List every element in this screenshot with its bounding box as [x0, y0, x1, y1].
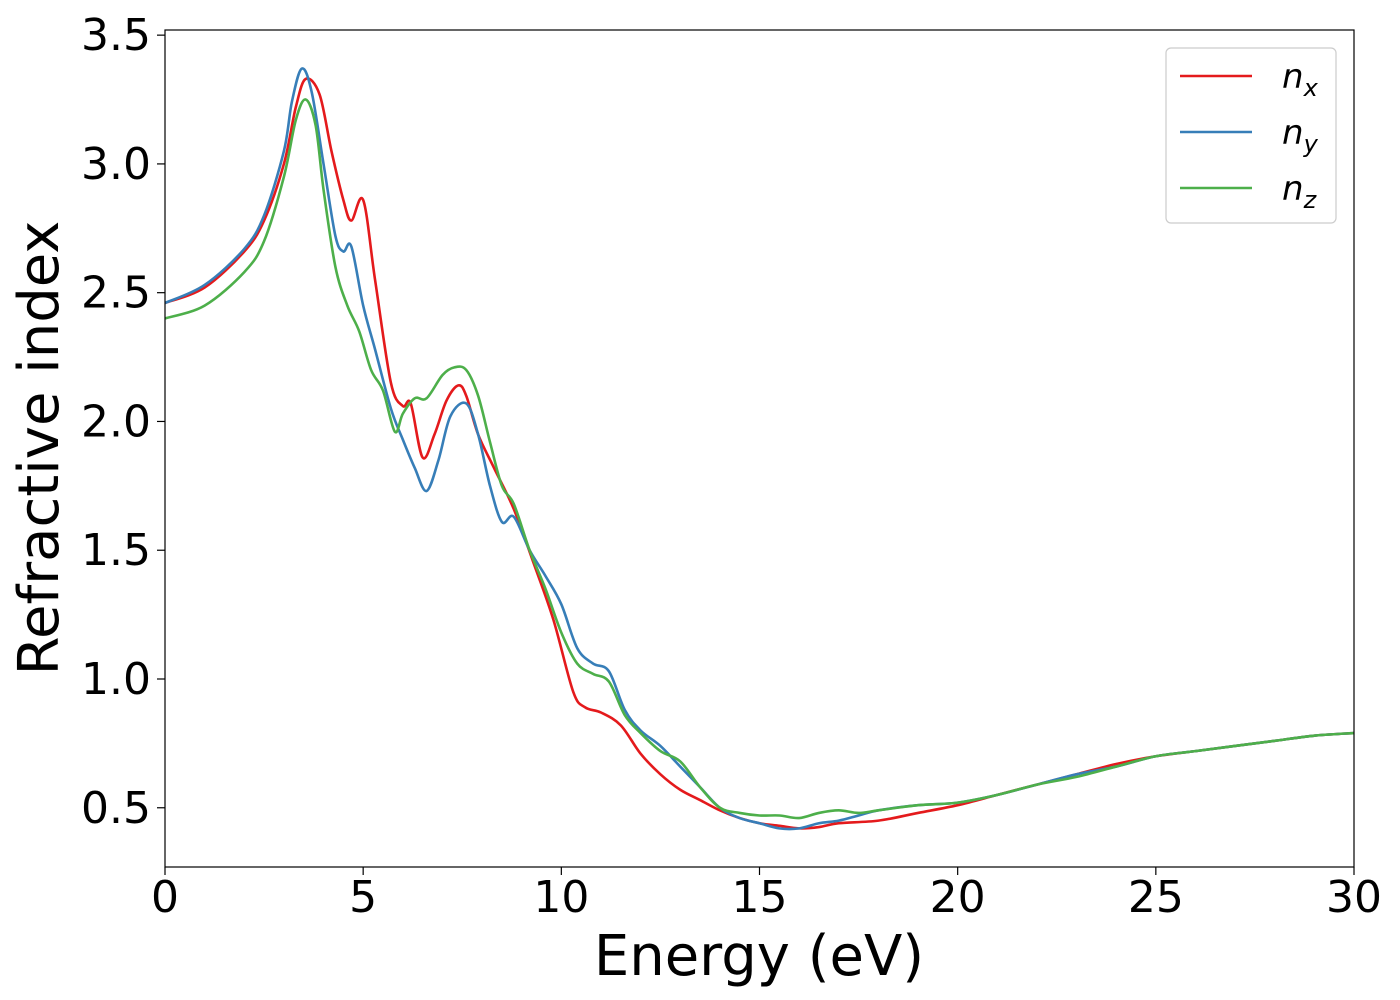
- series-lines: [165, 67, 1354, 831]
- y-tick-label: 2.5: [81, 268, 151, 319]
- x-tick-label: 10: [533, 872, 589, 923]
- legend-label-subscript: z: [1303, 186, 1318, 214]
- legend-label-subscript: y: [1303, 130, 1319, 158]
- legend-label-base: n: [1282, 113, 1304, 153]
- y-tick-label: 0.5: [81, 783, 151, 834]
- y-tick-label: 3.0: [81, 139, 151, 190]
- x-tick-label: 5: [349, 872, 377, 923]
- series-line-nz: [165, 98, 1354, 820]
- x-axis-ticks: 0 5 10 15 20 25 30: [151, 867, 1382, 923]
- x-tick-label: 25: [1128, 872, 1184, 923]
- x-tick-label: 0: [151, 872, 179, 923]
- y-tick-label: 2.0: [81, 396, 151, 447]
- x-tick-label: 20: [930, 872, 986, 923]
- x-axis-label: Energy (eV): [594, 924, 924, 989]
- x-tick-label: 15: [732, 872, 788, 923]
- legend-label-base: n: [1282, 169, 1304, 209]
- legend-label-nx: nx: [1282, 57, 1319, 102]
- legend-label-ny: ny: [1282, 113, 1319, 158]
- y-tick-label: 1.0: [81, 654, 151, 705]
- x-tick-label: 30: [1326, 872, 1382, 923]
- y-axis-ticks: 0.5 1.0 1.5 2.0 2.5 3.0 3.5: [81, 10, 165, 834]
- legend-label-nz: nz: [1282, 169, 1318, 214]
- legend-label-base: n: [1282, 57, 1304, 97]
- y-tick-label: 1.5: [81, 525, 151, 576]
- legend-label-subscript: x: [1303, 74, 1319, 102]
- legend-box: [1165, 47, 1337, 224]
- y-axis-label: Refractive index: [7, 221, 72, 676]
- y-tick-label: 3.5: [81, 10, 151, 61]
